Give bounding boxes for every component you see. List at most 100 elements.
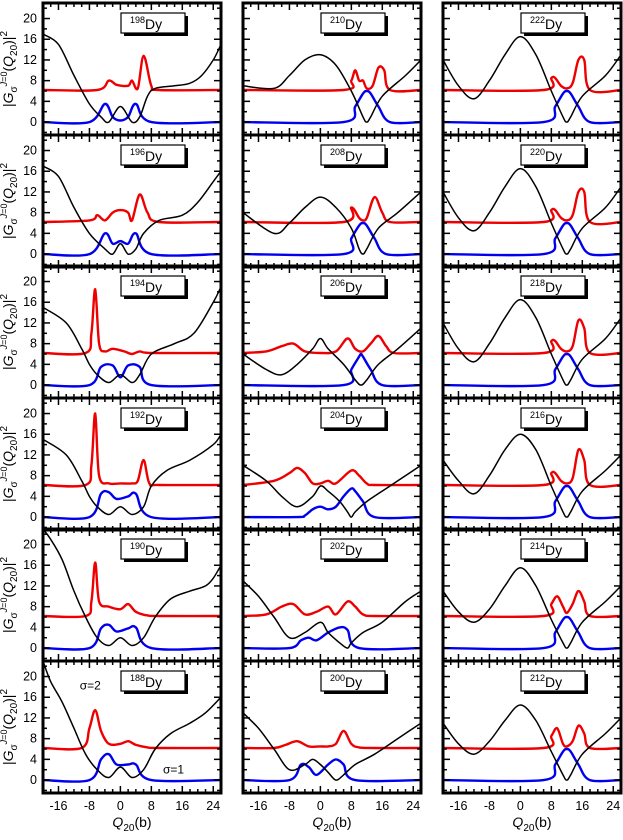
ground-line-202Dy [243,580,421,649]
x-tick-label: 8 [548,799,555,813]
sigma1-annotation: σ=1 [163,762,184,776]
y-tick-label: 12 [23,579,37,593]
ground-line-192Dy [43,433,221,516]
nucleus-label-box [320,407,386,429]
sigma2-line-204Dy [243,466,421,487]
element-symbol: Dy [545,279,562,295]
nucleus-label: 198Dy [130,15,162,32]
panel-frame-212Dy [441,659,623,795]
panel-212Dy: 212Dy -16 -8 0 8 16 24 Q20(b) [441,659,623,834]
sigma1-line-208Dy [243,221,421,257]
y-tick-label: 0 [30,773,37,787]
ground-line-188Dy [43,661,221,779]
panel-198Dy: 198Dy 0 4 8 12 16 20|GσJ=0(Q20)|2 [0,1,223,137]
x-tick-label: -16 [249,799,267,813]
x-axis-label: Q20(b) [512,814,551,834]
panel-200Dy: 200Dy -16 -8 0 8 16 24 Q20(b) [241,659,423,834]
y-tick-label: 0 [30,641,37,655]
y-tick-label: 16 [23,32,37,46]
y-tick-label: 12 [23,53,37,67]
x-tick-label: 0 [317,799,324,813]
y-tick-label: 8 [30,74,37,88]
nucleus-label: 214Dy [530,541,562,558]
mass-number: 218 [530,278,545,288]
y-tick-label: 0 [30,510,37,524]
y-tick-label: 12 [23,711,37,725]
x-tick-label: 16 [175,799,189,813]
sigma2-line-198Dy [43,54,221,92]
panel-frame-200Dy [241,659,423,795]
x-tick-label: 8 [148,799,155,813]
sigma1-line-204Dy [243,487,421,520]
panel-frame-188Dy [41,659,223,795]
element-symbol: Dy [545,148,562,164]
nucleus-label: 204Dy [330,410,362,427]
element-symbol: Dy [345,16,362,32]
nucleus-label: 194Dy [130,278,162,295]
element-symbol: Dy [545,16,562,32]
y-tick-label: 8 [30,206,37,220]
panel-206Dy: 206Dy [241,264,423,400]
nucleus-label-box [120,275,186,297]
y-tick-label: 4 [30,94,37,108]
y-tick-label: 8 [30,732,37,746]
panel-188Dy: 188Dy 0 4 8 12 16 20|GσJ=0(Q20)|2 -16 -8 0 8 16 24 Q2… [0,659,223,834]
panel-208Dy: 208Dy [241,133,423,269]
sigma1-line-198Dy [43,102,221,125]
nucleus-label: 192Dy [130,410,162,427]
x-tick-label: 16 [575,799,589,813]
y-tick-label: 4 [30,357,37,371]
y-tick-label: 4 [30,489,37,503]
x-tick-label: 0 [517,799,524,813]
mass-number: 216 [530,410,545,420]
y-tick-label: 16 [23,295,37,309]
mass-number: 190 [130,541,145,551]
nucleus-label-box [120,538,186,560]
nucleus-label-box [520,275,586,297]
y-tick-label: 20 [23,670,37,684]
nucleus-label-box [320,275,386,297]
y-tick-label: 12 [23,185,37,199]
ground-line-214Dy [443,567,621,649]
panel-196Dy: 196Dy 0 4 8 12 16 20|GσJ=0(Q20)|2 [0,133,223,269]
sigma1-line-214Dy [443,615,621,651]
y-tick-label: 0 [30,247,37,261]
sigma1-line-218Dy [443,352,621,388]
y-tick-label: 4 [30,752,37,766]
sigma1-line-220Dy [443,221,621,257]
nucleus-label: 202Dy [330,541,362,558]
sigma2-line-212Dy [443,724,621,751]
sigma1-line-206Dy [243,352,421,388]
sigma1-line-210Dy [243,89,421,125]
x-tick-label: 24 [606,799,620,813]
nucleus-label-box [320,538,386,560]
sigma2-line-208Dy [243,195,421,225]
x-tick-label: 0 [117,799,124,813]
mass-number: 220 [530,147,545,157]
sigma2-line-210Dy [243,65,421,93]
sigma2-line-190Dy [43,561,221,619]
y-tick-label: 16 [23,427,37,441]
ground-line-206Dy [243,327,421,386]
y-tick-label: 4 [30,620,37,634]
nucleus-label: 208Dy [330,147,362,164]
sigma2-line-194Dy [43,288,221,356]
mass-number: 206 [330,278,345,288]
panel-222Dy: 222Dy [441,1,623,137]
x-tick-label: -16 [449,799,467,813]
ground-line-198Dy [43,33,221,124]
element-symbol: Dy [345,148,362,164]
ground-line-222Dy [443,35,621,123]
sigma1-line-192Dy [43,489,221,520]
sigma1-line-196Dy [43,232,221,257]
y-tick-label: 4 [30,226,37,240]
y-tick-label: 20 [23,12,37,26]
panel-190Dy: 190Dy 0 4 8 12 16 20|GσJ=0(Q20)|2 [0,527,223,663]
ground-line-210Dy [243,53,421,123]
panel-194Dy: 194Dy 0 4 8 12 16 20|GσJ=0(Q20)|2 [0,264,223,400]
nucleus-label-box [320,670,386,692]
nucleus-label-box [120,407,186,429]
sigma1-line-188Dy [43,752,221,783]
sigma2-line-214Dy [443,589,621,619]
element-symbol: Dy [145,279,162,295]
